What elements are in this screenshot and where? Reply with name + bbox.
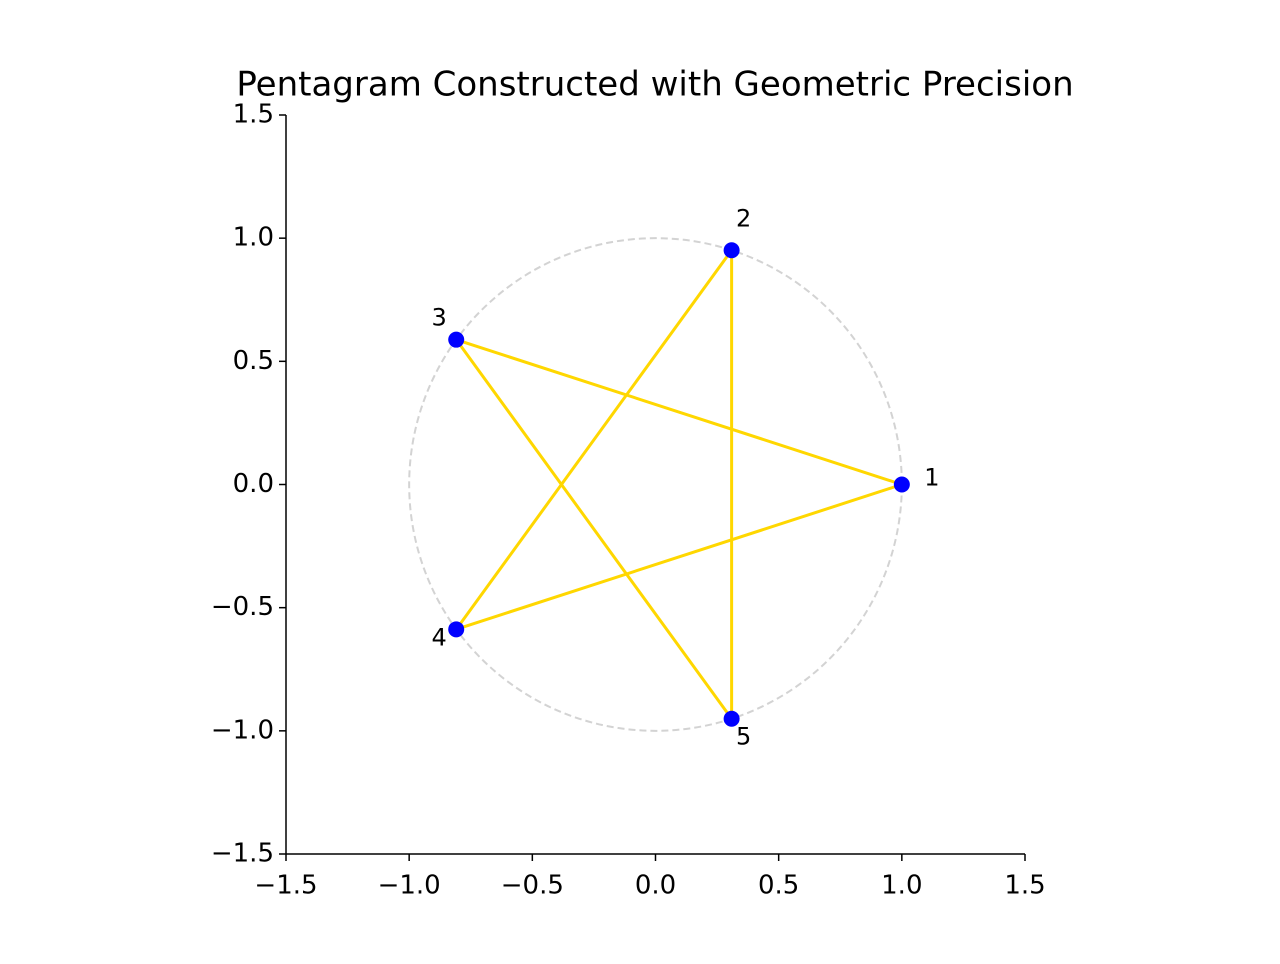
y-tick-label: 0.0 <box>233 469 274 499</box>
vertex-label: 3 <box>432 303 447 331</box>
vertex-point <box>723 710 740 727</box>
y-tick-label: −1.5 <box>211 839 274 869</box>
y-tick-label: −0.5 <box>211 592 274 622</box>
x-tick-label: 1.5 <box>1004 871 1045 901</box>
vertex-point <box>448 621 465 638</box>
x-tick-label: 0.5 <box>758 871 799 901</box>
vertex-point <box>448 331 465 348</box>
x-tick-label: −0.5 <box>501 871 564 901</box>
x-tick-label: 1.0 <box>881 871 922 901</box>
star-line <box>454 248 903 721</box>
x-tick-label: −1.5 <box>254 871 317 901</box>
vertex-label: 2 <box>736 205 751 233</box>
vertex-label: 4 <box>432 624 447 652</box>
reference-circle <box>408 237 903 732</box>
y-tick-label: −1.0 <box>211 715 274 745</box>
vertex-label: 1 <box>924 464 939 492</box>
vertex-point <box>723 242 740 259</box>
vertex-label: 5 <box>736 722 751 750</box>
y-tick-label: 1.0 <box>233 223 274 253</box>
chart-title: Pentagram Constructed with Geometric Pre… <box>236 65 1073 105</box>
x-tick-label: 0.0 <box>635 871 676 901</box>
y-tick-label: 0.5 <box>233 346 274 376</box>
y-tick-label: 1.5 <box>233 100 274 130</box>
x-tick-label: −1.0 <box>378 871 441 901</box>
vertex-point <box>893 476 910 493</box>
